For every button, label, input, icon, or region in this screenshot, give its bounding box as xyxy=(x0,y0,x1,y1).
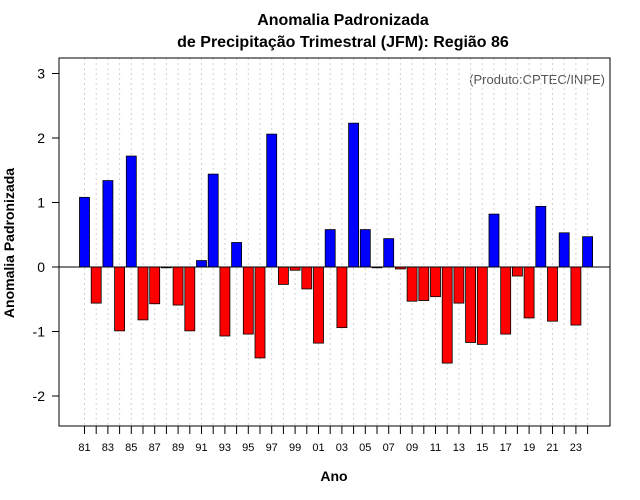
bar-20 xyxy=(535,205,547,268)
bar-81 xyxy=(79,196,90,268)
y-axis-label: Anomalia Padronizada xyxy=(1,168,17,318)
x-tick-label: 07 xyxy=(383,442,395,454)
bar-09 xyxy=(406,266,418,302)
bar-82 xyxy=(90,266,102,304)
x-tick-label: 03 xyxy=(336,442,348,454)
chart-title-line2: de Precipitação Trimestral (JFM): Região… xyxy=(177,34,509,51)
bar-84 xyxy=(114,266,125,332)
bar-03 xyxy=(336,266,348,329)
bar-98 xyxy=(277,266,289,285)
bar-24 xyxy=(582,236,593,268)
bar-07 xyxy=(383,238,395,268)
x-tick-label: 97 xyxy=(266,442,278,454)
bar-92 xyxy=(207,173,219,268)
bar-22 xyxy=(558,232,570,268)
bar-11 xyxy=(430,266,441,298)
x-tick-label: 83 xyxy=(102,442,114,454)
x-tick-label: 05 xyxy=(359,442,371,454)
bar-89 xyxy=(172,266,184,306)
bar-91 xyxy=(196,260,207,268)
x-tick-label: 13 xyxy=(453,442,465,454)
y-tick-label: 3 xyxy=(37,66,45,82)
bar-12 xyxy=(441,266,453,364)
x-tick-label: 95 xyxy=(242,442,254,454)
bar-14 xyxy=(465,266,477,343)
y-tick-label: -2 xyxy=(33,388,46,404)
bar-13 xyxy=(453,266,465,304)
x-tick-label: 89 xyxy=(172,442,184,454)
y-tick-label: 0 xyxy=(37,259,45,275)
bar-01 xyxy=(313,266,324,344)
bar-83 xyxy=(102,180,114,268)
x-axis: 81 83 85 87 89 91 93 95 97 99 01 03 05 07 09 11 13 15 17 19… xyxy=(78,426,589,454)
bar-05 xyxy=(359,229,371,268)
plot-frame xyxy=(58,57,611,427)
x-tick-label: 87 xyxy=(149,442,161,454)
y-tick-label: 1 xyxy=(37,195,45,211)
bar-87 xyxy=(149,266,161,305)
bar-90 xyxy=(184,266,196,332)
y-tick-label: 2 xyxy=(37,130,45,146)
bars-group xyxy=(59,122,610,364)
x-tick-label: 99 xyxy=(289,442,301,454)
x-tick-label: 23 xyxy=(570,442,582,454)
x-tick-label: 19 xyxy=(523,442,535,454)
x-tick-label: 93 xyxy=(219,442,231,454)
bar-86 xyxy=(137,266,149,321)
bar-15 xyxy=(476,266,488,345)
bar-19 xyxy=(523,266,535,319)
x-tick-label: 21 xyxy=(546,442,558,454)
bar-97 xyxy=(266,133,278,268)
product-note: (Produto:CPTEC/INPE) xyxy=(469,72,605,87)
bar-10 xyxy=(418,266,430,301)
bar-23 xyxy=(570,266,582,326)
bar-16 xyxy=(488,213,500,268)
bar-85 xyxy=(125,155,137,268)
bar-02 xyxy=(324,229,336,268)
bar-95 xyxy=(242,266,254,335)
x-tick-label: 85 xyxy=(125,442,137,454)
bar-96 xyxy=(254,266,266,359)
x-tick-label: 09 xyxy=(406,442,418,454)
bar-18 xyxy=(512,266,523,277)
bar-94 xyxy=(231,242,243,268)
x-tick-label: 11 xyxy=(430,442,441,454)
bar-00 xyxy=(301,266,313,290)
chart-title-line1: Anomalia Padronizada xyxy=(257,12,429,29)
x-tick-label: 91 xyxy=(195,442,207,454)
y-axis: -2 -1 0 1 2 3 xyxy=(33,66,59,404)
x-axis-label: Ano xyxy=(320,468,347,484)
y-tick-label: -1 xyxy=(33,324,46,340)
x-tick-label: 15 xyxy=(476,442,488,454)
x-tick-label: 81 xyxy=(78,442,90,454)
bar-21 xyxy=(547,266,558,322)
bar-04 xyxy=(348,122,360,268)
x-tick-label: 01 xyxy=(312,442,324,454)
x-tick-label: 17 xyxy=(500,442,512,454)
bar-93 xyxy=(219,266,231,337)
bar-17 xyxy=(500,266,512,335)
vertical-grid xyxy=(84,58,589,426)
